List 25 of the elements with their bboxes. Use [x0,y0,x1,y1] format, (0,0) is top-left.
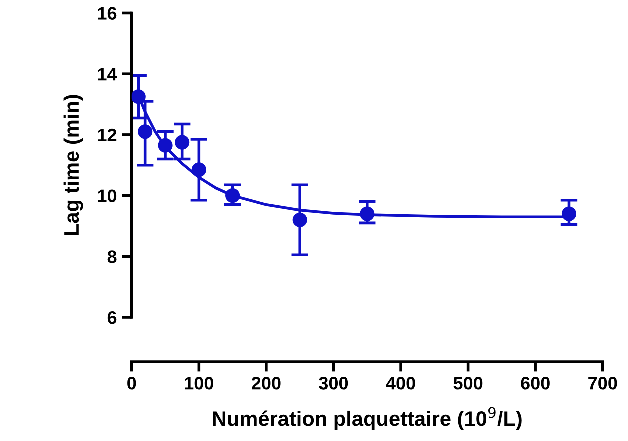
point [292,212,308,228]
y-tick-label: 14 [98,68,118,81]
x-axis-title: Numération plaquettaire (10$^{9}$/L) [213,407,522,430]
x-tick-label: 200 [252,377,281,390]
x-tick-label: 100 [185,377,214,390]
y-axis-title: Lag time (min) [64,95,84,236]
y-tick-label: 10 [98,190,117,203]
x-tick-label: 500 [454,377,483,390]
point [132,90,146,104]
point [192,162,206,178]
y-tick-label: 8 [108,250,117,264]
point [360,206,375,222]
x-tick-label: 0 [128,377,136,390]
x-tick-label: 700 [588,377,618,390]
x-tick-label: 600 [521,377,550,390]
y-tick-label: 16 [98,7,117,20]
x-tick-label: 300 [319,377,348,390]
point [158,138,173,153]
point [562,206,577,222]
y-tick-label: 6 [108,311,117,324]
point [175,135,190,150]
point [226,188,240,204]
point [138,124,153,140]
y-tick-label: 12 [98,128,117,142]
x-tick-label: 400 [386,377,416,390]
